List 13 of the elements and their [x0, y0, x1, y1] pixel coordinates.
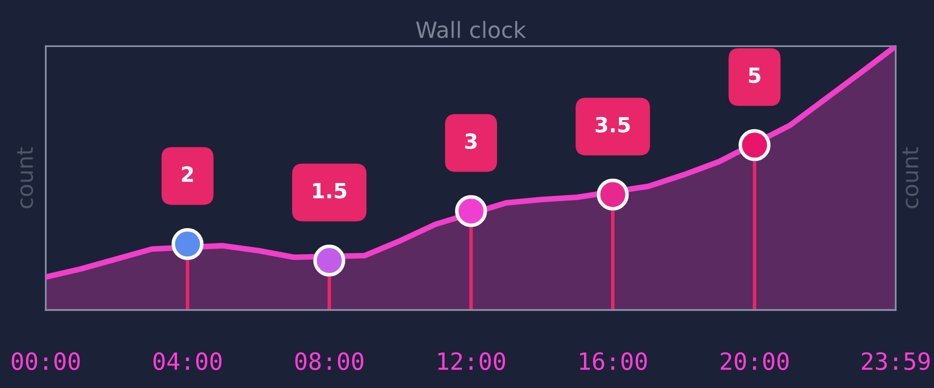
- x-tick-label: 20:00: [720, 352, 789, 370]
- data-label: 2: [182, 166, 193, 182]
- x-tick-label: 04:00: [154, 352, 222, 370]
- x-tick-label: 12:00: [438, 352, 506, 370]
- x-tick-label: 08:00: [295, 352, 364, 370]
- data-label: 3: [465, 133, 477, 150]
- data-label: 5: [748, 68, 760, 84]
- data-label: 1.5: [313, 183, 346, 199]
- chart-title: Wall clock: [416, 20, 526, 38]
- x-tick-label: 16:00: [580, 352, 647, 370]
- x-tick-label: 23:59: [862, 352, 930, 370]
- x-tick-label: 00:00: [12, 352, 80, 370]
- data-label: 3.5: [596, 116, 630, 133]
